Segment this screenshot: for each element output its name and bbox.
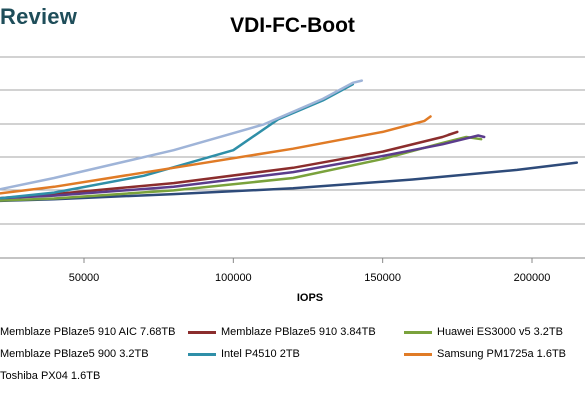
legend-swatch — [188, 330, 216, 334]
chart-title-text: VDI-FC-Boot — [230, 14, 355, 37]
legend-label: Samsung PM1725a 1.6TB — [437, 348, 567, 360]
x-tick-label: 100000 — [215, 272, 252, 284]
chart-legend: Memblaze PBlaze5 910 AIC 7.68TB Memblaze … — [0, 326, 585, 396]
series-line-7 — [0, 79, 364, 191]
legend-item: Toshiba PX04 1.6TB — [0, 370, 100, 382]
legend-label: Memblaze PBlaze5 910 3.84TB — [221, 326, 376, 338]
x-tick-label: 200000 — [514, 272, 551, 284]
legend-item: Huawei ES3000 v5 3.2TB — [404, 326, 563, 338]
legend-label: Memblaze PBlaze5 910 AIC 7.68TB — [0, 326, 176, 338]
x-tick-label: 50000 — [69, 272, 100, 284]
legend-label: Intel P4510 2TB — [221, 348, 300, 360]
legend-item: Memblaze PBlaze5 910 AIC 7.68TB — [0, 326, 175, 338]
legend-item: Samsung PM1725a 1.6TB — [404, 348, 566, 360]
legend-item: Memblaze PBlaze5 910 3.84TB — [188, 326, 376, 338]
legend-label: Huawei ES3000 v5 3.2TB — [437, 326, 563, 338]
legend-label: Toshiba PX04 1.6TB — [0, 370, 101, 382]
legend-item: Intel P4510 2TB — [188, 348, 300, 360]
series-line-2 — [0, 130, 459, 200]
series-line-3 — [0, 135, 483, 202]
legend-swatch — [188, 352, 216, 356]
legend-swatch — [404, 352, 432, 356]
legend-label: Memblaze PBlaze5 900 3.2TB — [0, 348, 149, 360]
chart-title: VDI-FC-Boot — [0, 14, 585, 38]
brand-logo-text: Review — [0, 4, 78, 29]
x-tick-label: 150000 — [364, 272, 401, 284]
series-line-4 — [0, 134, 486, 200]
x-axis-label: IOPS — [296, 292, 324, 304]
series-line-5 — [0, 83, 355, 200]
legend-swatch — [404, 330, 432, 334]
series-line-6 — [0, 115, 432, 195]
legend-item: Memblaze PBlaze5 900 3.2TB — [0, 348, 149, 360]
